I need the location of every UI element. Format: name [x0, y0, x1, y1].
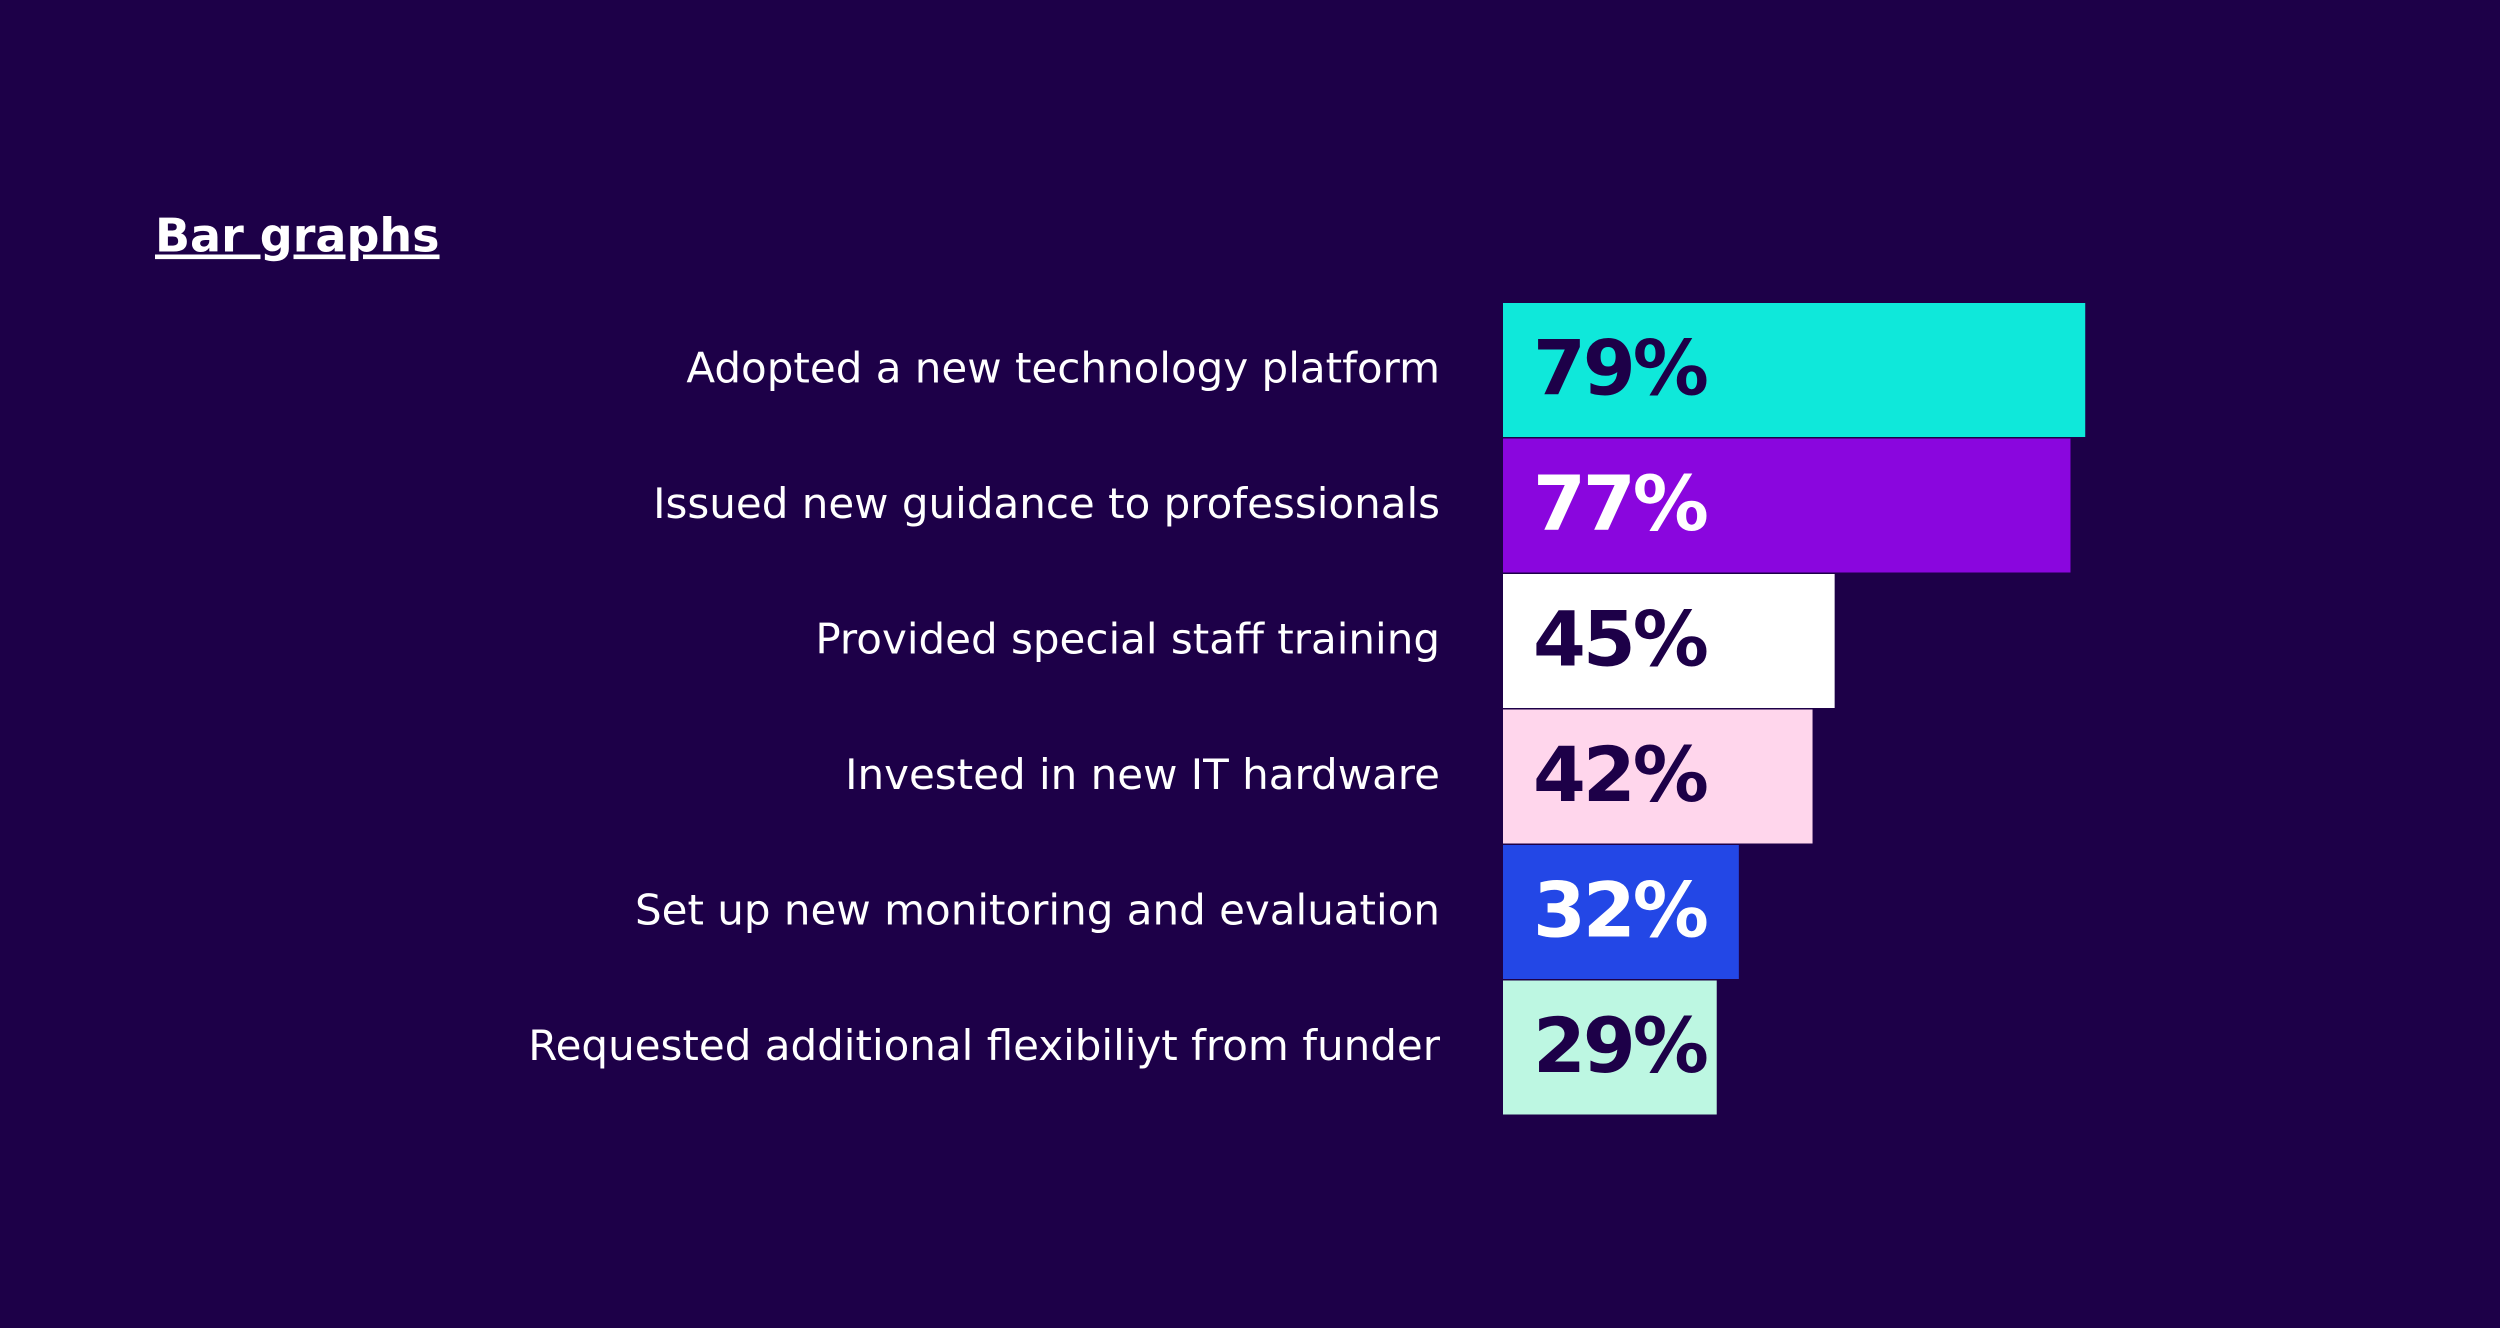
category-label: Set up new monitoring and evaluation — [635, 885, 1440, 934]
category-label: Invested in new IT hardware — [845, 750, 1440, 799]
bar — [1503, 845, 1739, 979]
value-label: 42% — [1533, 730, 1707, 819]
category-label: Requested additional flexibiliyt from fu… — [528, 1021, 1440, 1070]
category-label: Adopted a new technology platform — [686, 343, 1440, 392]
value-label: 79% — [1533, 324, 1707, 413]
value-label: 32% — [1533, 866, 1707, 955]
bar — [1503, 574, 1835, 708]
category-label: Issued new guidance to professionals — [653, 479, 1440, 528]
category-label: Provided special staff training — [815, 614, 1440, 663]
bar — [1503, 980, 1717, 1115]
value-label: 45% — [1533, 595, 1707, 684]
bar — [1503, 709, 1813, 844]
value-label: 29% — [1533, 1001, 1707, 1090]
bar — [1503, 438, 2071, 573]
bar — [1503, 303, 2086, 437]
value-label: 77% — [1533, 459, 1707, 548]
chart-title: Bar graphs — [155, 209, 440, 263]
